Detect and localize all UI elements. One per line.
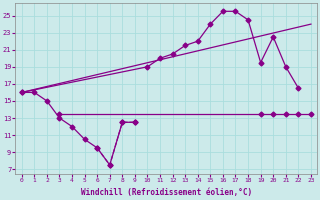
X-axis label: Windchill (Refroidissement éolien,°C): Windchill (Refroidissement éolien,°C) <box>81 188 252 197</box>
